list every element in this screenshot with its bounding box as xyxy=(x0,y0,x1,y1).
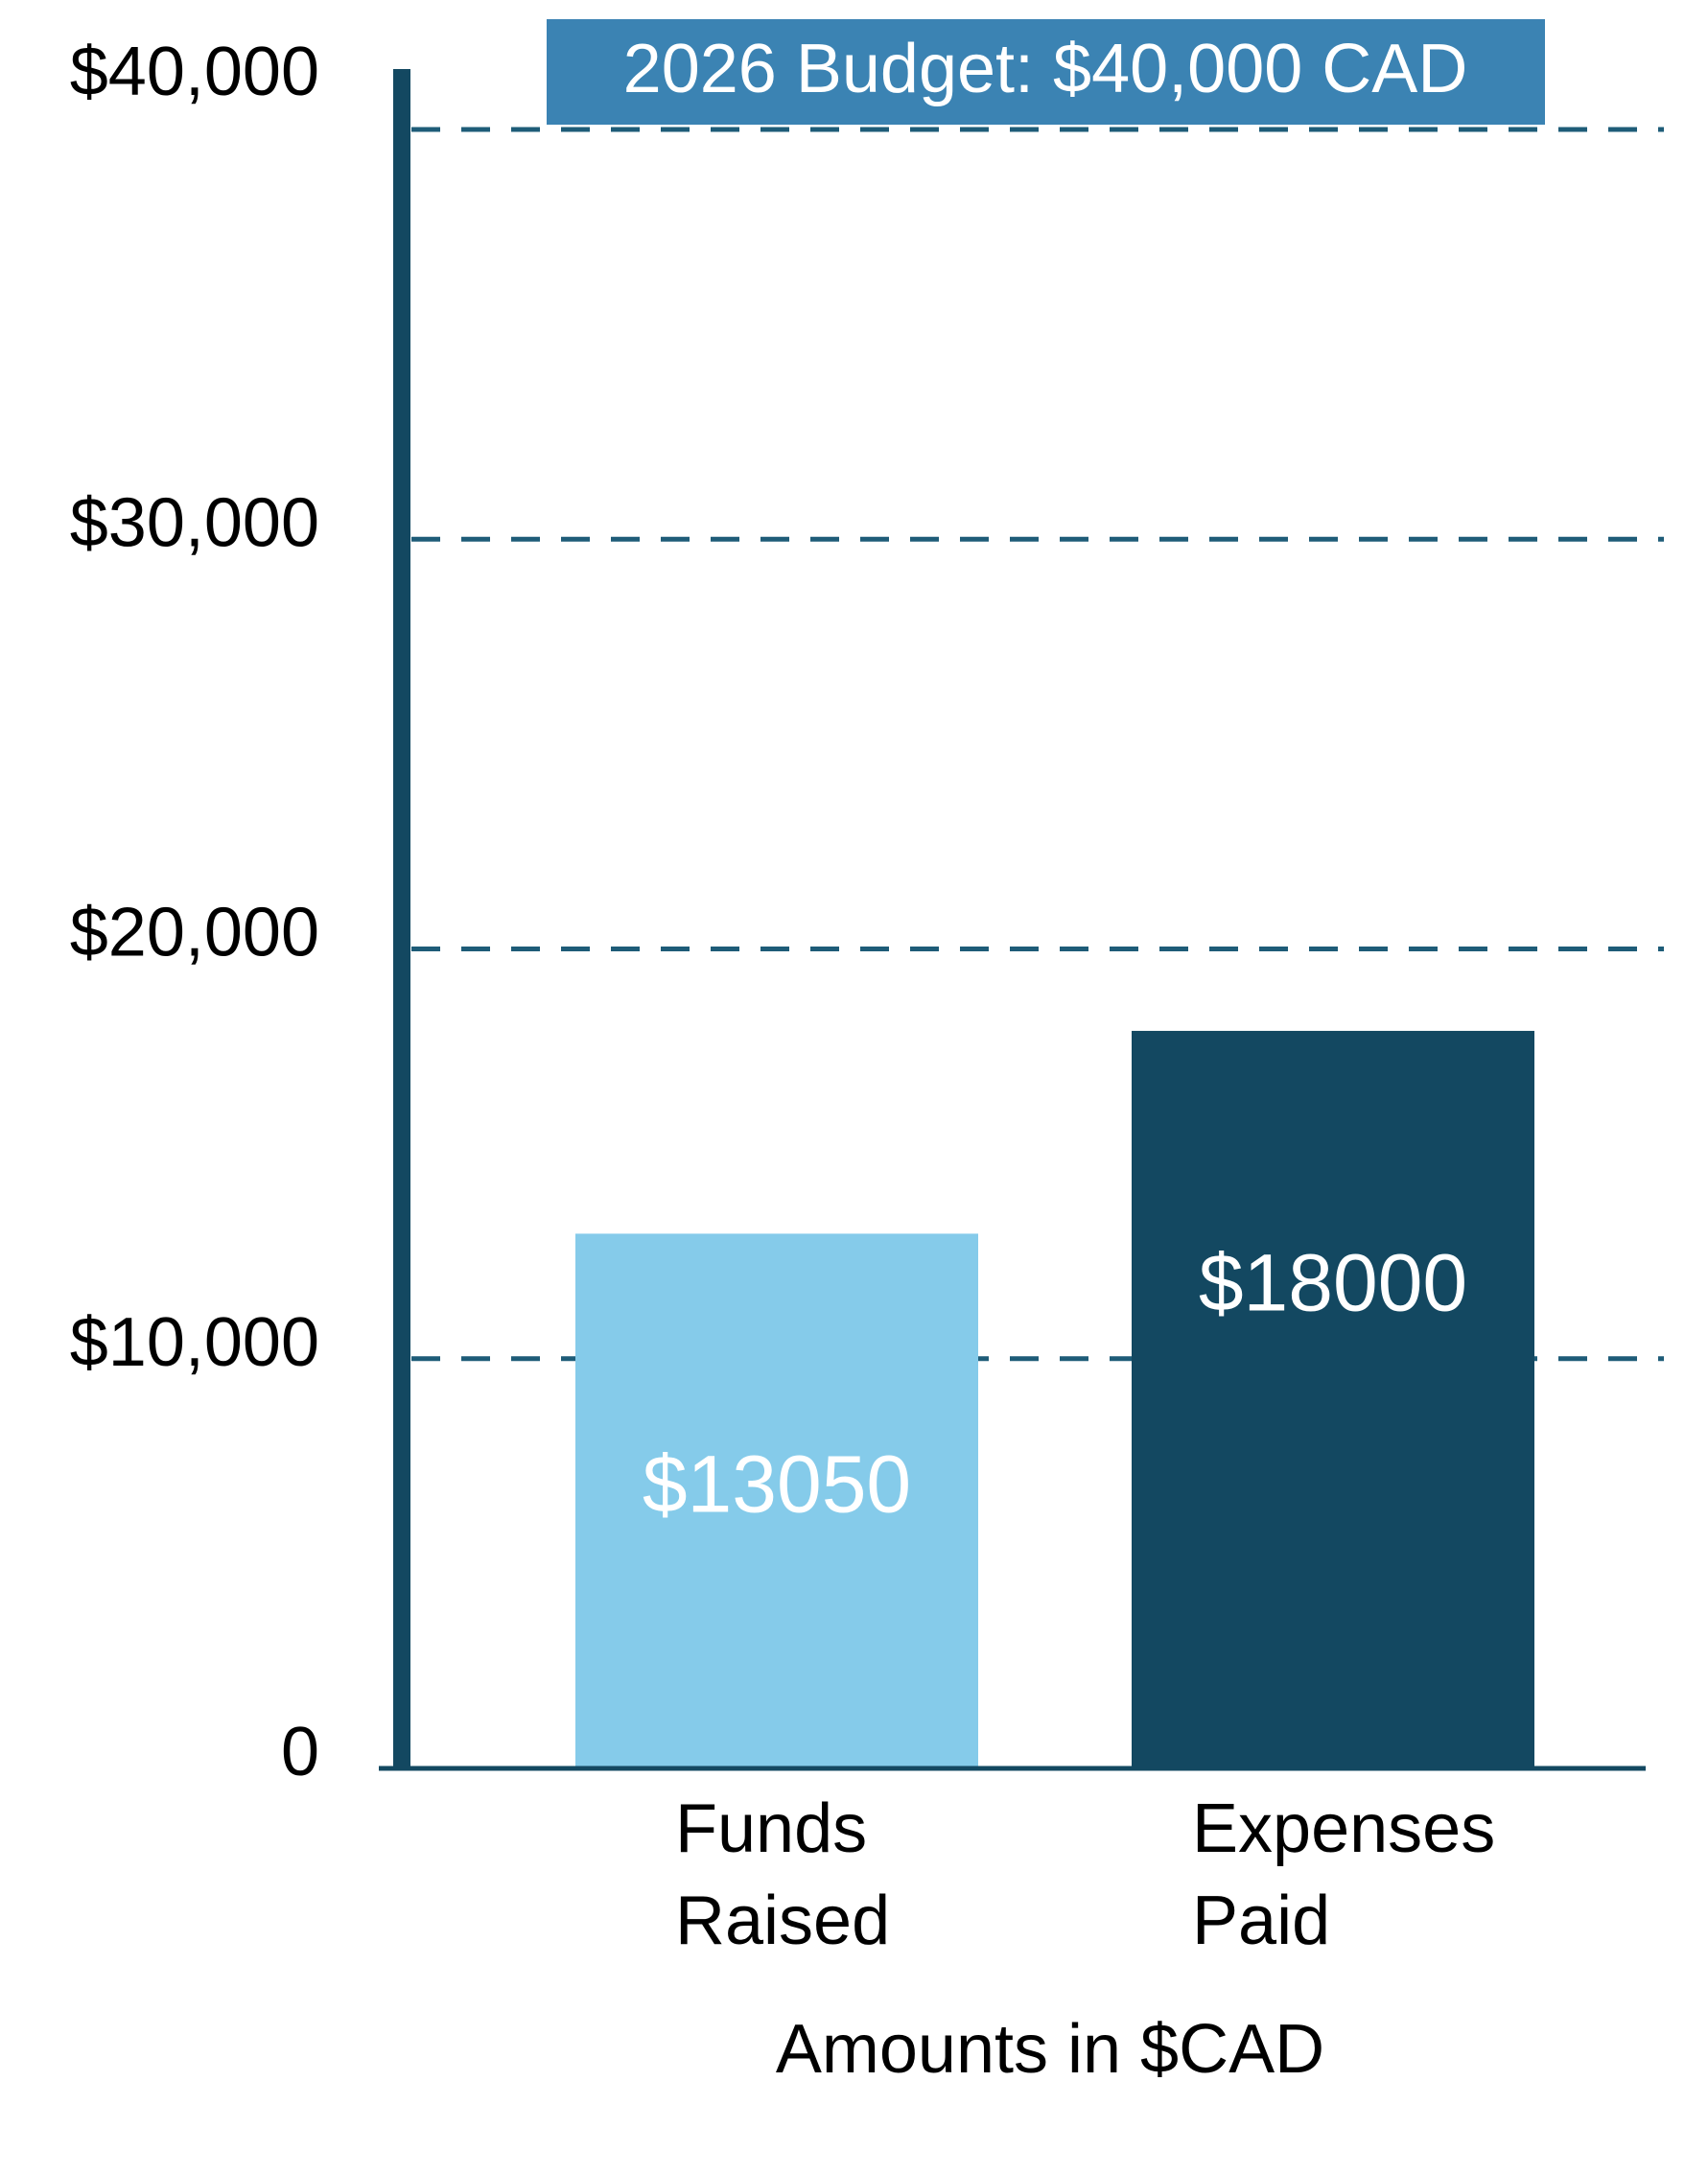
axes xyxy=(379,69,1646,1771)
y-tick-label: $20,000 xyxy=(70,895,319,971)
x-tick-label: Funds xyxy=(675,1790,867,1867)
y-tick-label: 0 xyxy=(281,1714,319,1790)
title-box xyxy=(547,19,1545,125)
x-tick-label: Expenses xyxy=(1192,1790,1495,1867)
title-group: 2026 Budget: $40,000 CAD xyxy=(547,19,1545,125)
bar-data-label: $18000 xyxy=(1199,1237,1467,1327)
y-tick-labels: 0 $10,000 $20,000 $30,000 $40,000 xyxy=(70,34,319,1790)
bar-funds-raised xyxy=(575,1233,978,1768)
x-axis-label: Amounts in $CAD xyxy=(776,2011,1324,2088)
x-tick-label: Paid xyxy=(1192,1883,1330,1959)
bars: $13050 $18000 xyxy=(575,1030,1534,1768)
x-tick-label: Raised xyxy=(675,1883,890,1959)
y-tick-label: $10,000 xyxy=(70,1304,319,1381)
x-tick-labels: Funds Raised Expenses Paid xyxy=(675,1790,1495,1959)
chart-title: 2026 Budget: $40,000 CAD xyxy=(623,31,1468,107)
bar-expenses-paid xyxy=(1132,1030,1534,1768)
bar-data-label: $13050 xyxy=(643,1438,911,1529)
y-tick-label: $30,000 xyxy=(70,484,319,561)
y-axis-line xyxy=(393,69,410,1768)
y-tick-label: $40,000 xyxy=(70,34,319,110)
